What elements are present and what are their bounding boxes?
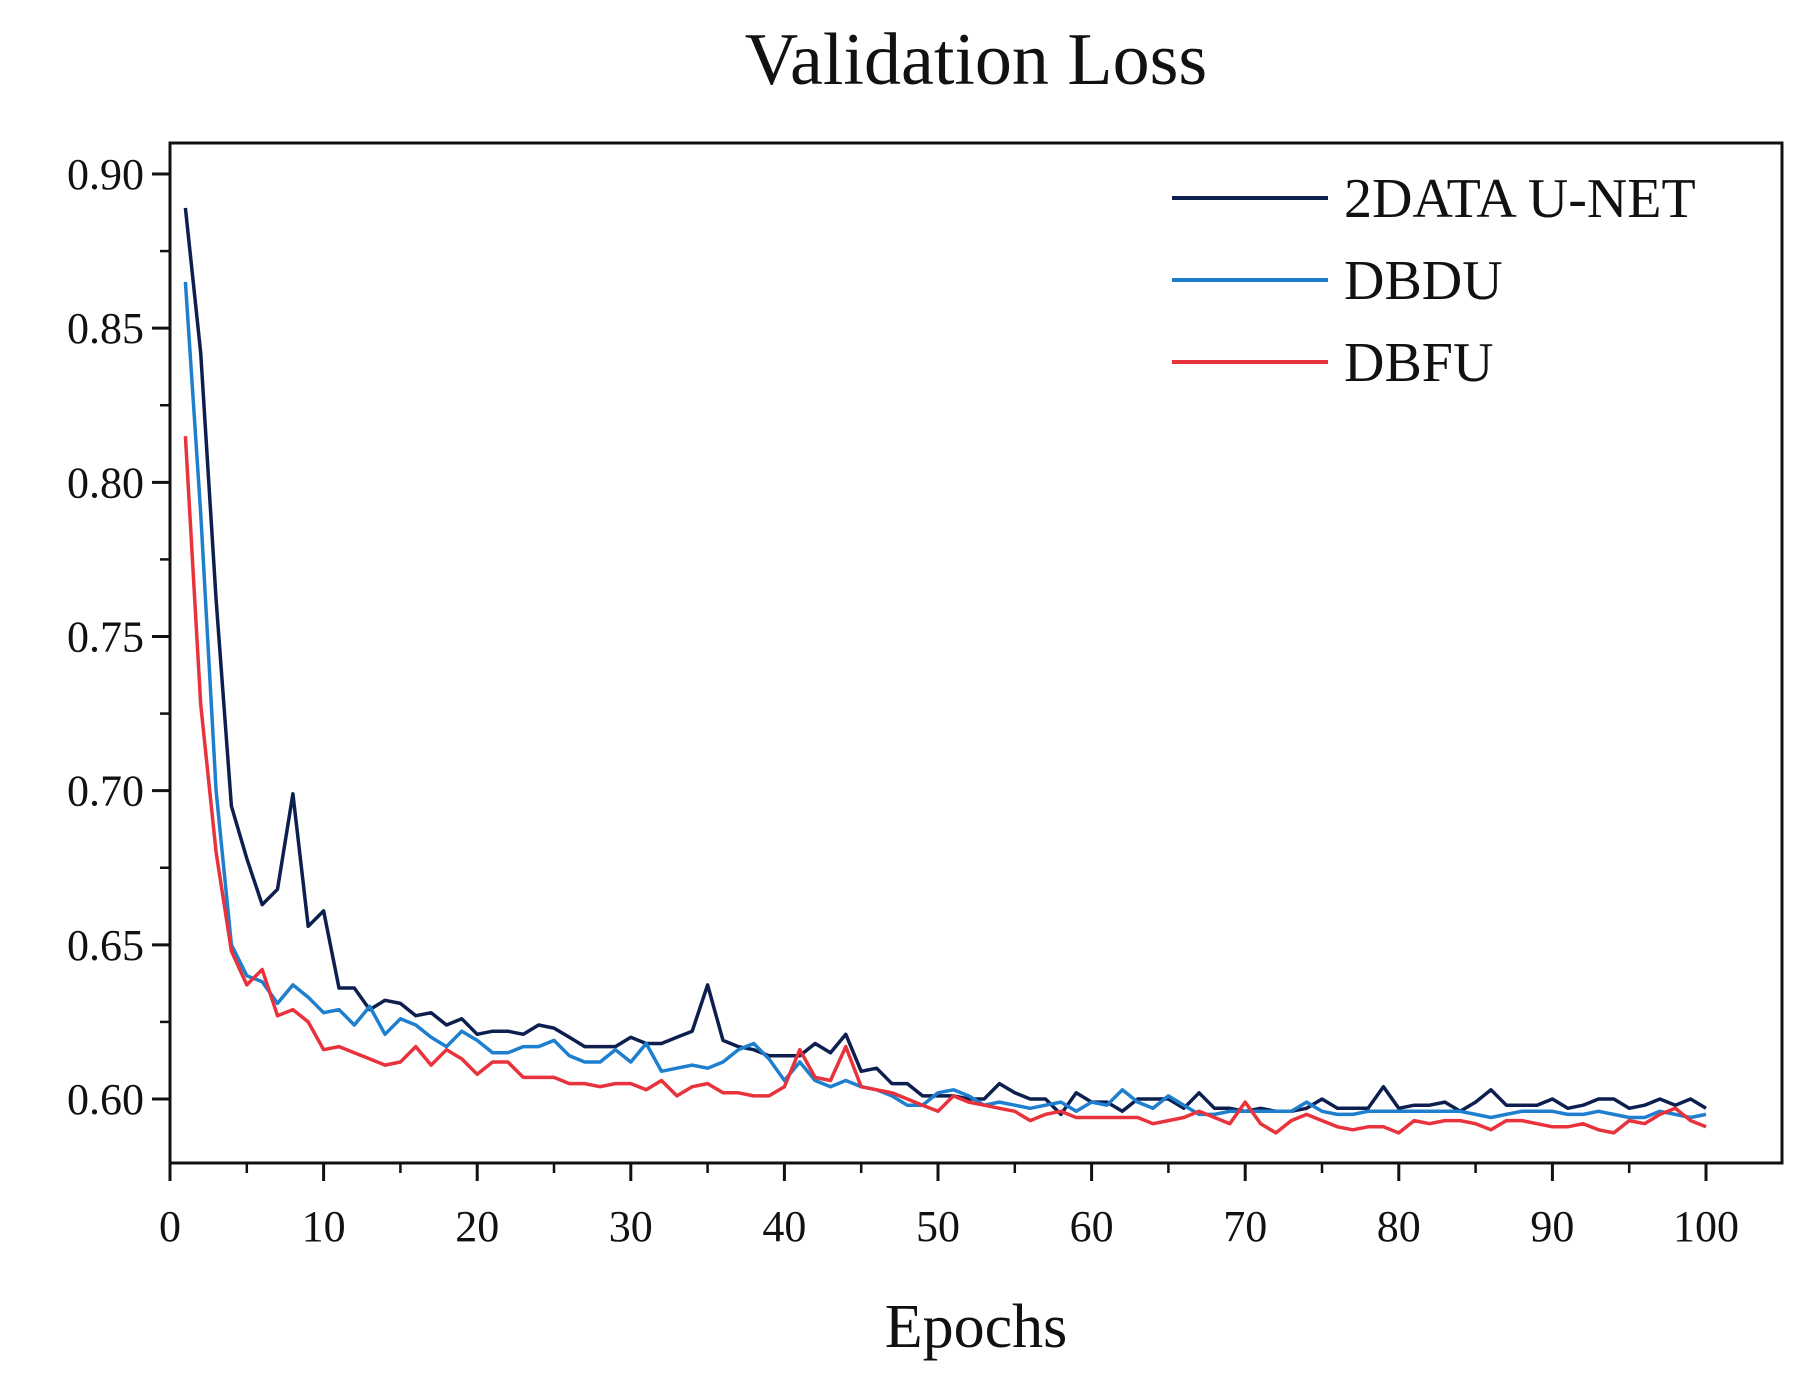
series-line-dbfu: [183, 436, 1707, 1135]
x-tick-label: 10: [302, 1202, 346, 1251]
legend-label-dbfu: DBFU: [1344, 332, 1493, 394]
x-axis-label: Epochs: [885, 1293, 1068, 1361]
x-tick-label: 30: [609, 1202, 653, 1251]
x-tick-label: 0: [159, 1202, 181, 1251]
x-tick-label: 20: [455, 1202, 499, 1251]
y-tick-label: 0.90: [67, 150, 144, 199]
y-tick-label: 0.70: [67, 767, 144, 816]
x-tick-label: 50: [916, 1202, 960, 1251]
x-tick-label: 40: [762, 1202, 806, 1251]
legend-label-dbdu: DBDU: [1344, 250, 1503, 312]
legend-label-2data-u-net: 2DATA U-NET: [1344, 168, 1696, 230]
x-tick-label: 60: [1070, 1202, 1114, 1251]
x-tick-label: 70: [1223, 1202, 1267, 1251]
x-axis: 0 10 20 30 40 50 60 70 80 90 100: [159, 1163, 1739, 1251]
series-line-2data-u-net: [183, 207, 1707, 1117]
y-tick-label: 0.60: [67, 1075, 144, 1124]
plot-frame: [168, 141, 1784, 1165]
series-line-dbdu: [183, 281, 1707, 1120]
y-tick-label: 0.65: [67, 921, 144, 970]
chart-title: Validation Loss: [745, 19, 1207, 101]
y-tick-label: 0.85: [67, 304, 144, 353]
y-tick-label: 0.75: [67, 613, 144, 662]
legend: 2DATA U-NET DBDU DBFU: [1172, 168, 1696, 394]
y-tick-label: 0.80: [67, 458, 144, 507]
series-layer: [183, 207, 1707, 1135]
x-tick-label: 90: [1530, 1202, 1574, 1251]
x-tick-label: 80: [1377, 1202, 1421, 1251]
y-axis: 0.60 0.65 0.70 0.75 0.80 0.85 0.90: [67, 150, 170, 1124]
x-tick-label: 100: [1673, 1202, 1739, 1251]
